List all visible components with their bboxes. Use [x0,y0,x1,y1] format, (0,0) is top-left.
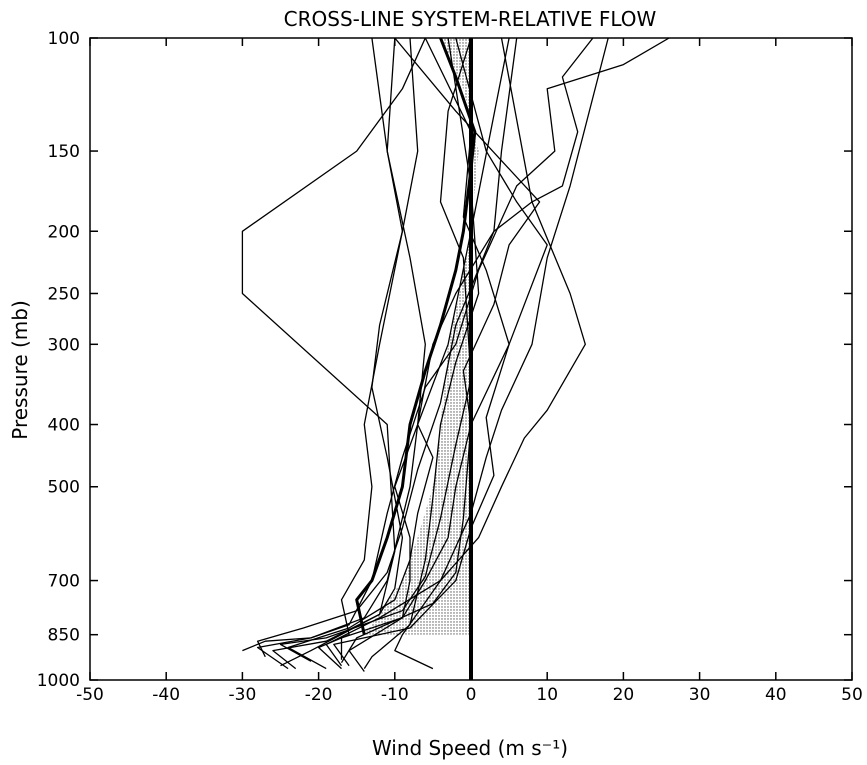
x-tick-label: 40 [765,685,787,705]
y-tick-label: 500 [48,478,80,498]
chart-title: CROSS-LINE SYSTEM-RELATIVE FLOW [284,7,657,31]
x-tick-label: -30 [229,685,257,705]
profile-line-2 [242,38,670,652]
profile-line-10 [333,38,510,667]
profile-line-3 [272,38,404,670]
profile-line-14 [256,38,518,658]
x-tick-label: -50 [76,685,104,705]
y-tick-label: 200 [48,222,80,242]
y-tick-label: 150 [48,142,80,162]
y-tick-label: 700 [48,572,80,592]
x-tick-label: 50 [841,685,863,705]
y-axis-ticks: 100 150 200 250 300 400 500 700 850 1000 [37,29,852,691]
y-tick-label: 400 [48,416,80,436]
profile-line-6 [317,38,419,670]
shaded-region [364,38,479,635]
profile-line-7 [394,38,609,670]
x-axis-label: Wind Speed (m s⁻¹) [372,736,568,760]
profile-line-11 [340,38,541,664]
profile-line-8 [348,38,548,672]
plot-area [89,37,853,681]
x-tick-label: 20 [613,685,635,705]
x-tick-label: -20 [305,685,333,705]
y-tick-label: 1000 [37,671,80,691]
y-tick-label: 250 [48,284,80,304]
profile-line-9 [325,38,586,667]
profile-line-12 [340,38,426,660]
y-tick-label: 300 [48,335,80,355]
profile-line-4 [279,38,472,662]
x-tick-label: 0 [466,685,477,705]
x-tick-label: -40 [152,685,180,705]
y-tick-label: 100 [48,29,80,49]
y-axis-label: Pressure (mb) [8,300,32,440]
profile-line-15 [241,38,426,667]
profile-line-5 [287,38,510,670]
x-tick-label: 30 [689,685,711,705]
mean-profile-line [355,38,477,636]
x-tick-label: -10 [381,685,409,705]
profile-line-13 [363,38,480,669]
y-tick-label: 850 [48,626,80,646]
x-tick-label: 10 [536,685,558,705]
x-axis-ticks: -50 -40 -30 -20 -10 0 10 20 30 40 50 [76,38,863,705]
